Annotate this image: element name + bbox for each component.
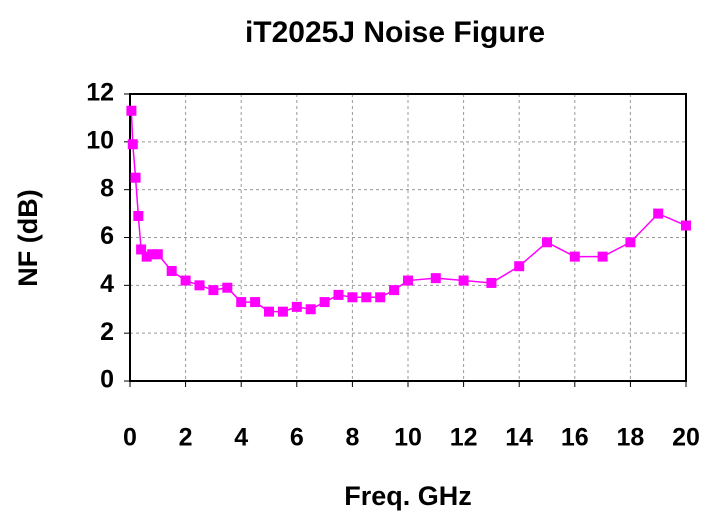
marker (319, 297, 330, 308)
x-tick-label: 10 (394, 424, 422, 452)
x-tick-label: 12 (450, 424, 478, 452)
marker (236, 297, 247, 308)
x-tick-label: 16 (561, 424, 589, 452)
marker (277, 306, 288, 317)
chart-title: iT2025J Noise Figure (245, 16, 545, 49)
marker (152, 249, 163, 260)
x-axis-label: Freq. GHz (344, 481, 472, 511)
marker (389, 285, 400, 296)
marker (361, 292, 372, 303)
y-axis-label: NF (dB) (13, 189, 43, 286)
plot-frame (129, 93, 687, 382)
y-tick-label: 8 (100, 174, 114, 202)
y-tick-label: 0 (100, 366, 114, 394)
marker (403, 275, 413, 286)
marker (180, 275, 191, 286)
marker (250, 297, 261, 308)
marker (127, 139, 138, 150)
marker (333, 289, 344, 300)
marker (681, 220, 691, 231)
marker (569, 251, 580, 262)
marker (208, 285, 219, 296)
y-tick-label: 4 (100, 270, 114, 298)
marker (458, 275, 469, 286)
marker (130, 172, 141, 183)
marker (222, 282, 233, 293)
x-tick-label: 2 (179, 424, 193, 452)
marker (141, 251, 152, 262)
marker (194, 280, 205, 291)
y-tick-label: 10 (86, 126, 114, 154)
y-tick-label: 12 (86, 79, 114, 107)
marker (514, 261, 525, 272)
x-tick-label: 18 (616, 424, 644, 452)
marker (136, 244, 147, 255)
marker (486, 277, 497, 288)
marker (347, 292, 358, 303)
y-tick-label: 6 (100, 222, 114, 250)
marker (264, 306, 274, 317)
x-tick-label: 6 (290, 424, 304, 452)
x-tick-label: 0 (123, 424, 137, 452)
x-tick-label: 20 (672, 424, 700, 452)
marker (291, 301, 302, 312)
marker (625, 237, 636, 248)
marker (133, 210, 144, 221)
marker (542, 237, 552, 248)
marker (430, 273, 441, 284)
marker (653, 208, 664, 219)
marker (305, 304, 316, 315)
marker (126, 105, 137, 116)
marker (597, 251, 608, 262)
x-tick-label: 4 (234, 424, 248, 452)
x-tick-label: 8 (345, 424, 359, 452)
marker (166, 265, 177, 276)
marker (147, 249, 158, 260)
y-tick-label: 2 (100, 318, 114, 346)
marker (375, 292, 386, 303)
x-tick-label: 14 (505, 424, 533, 452)
